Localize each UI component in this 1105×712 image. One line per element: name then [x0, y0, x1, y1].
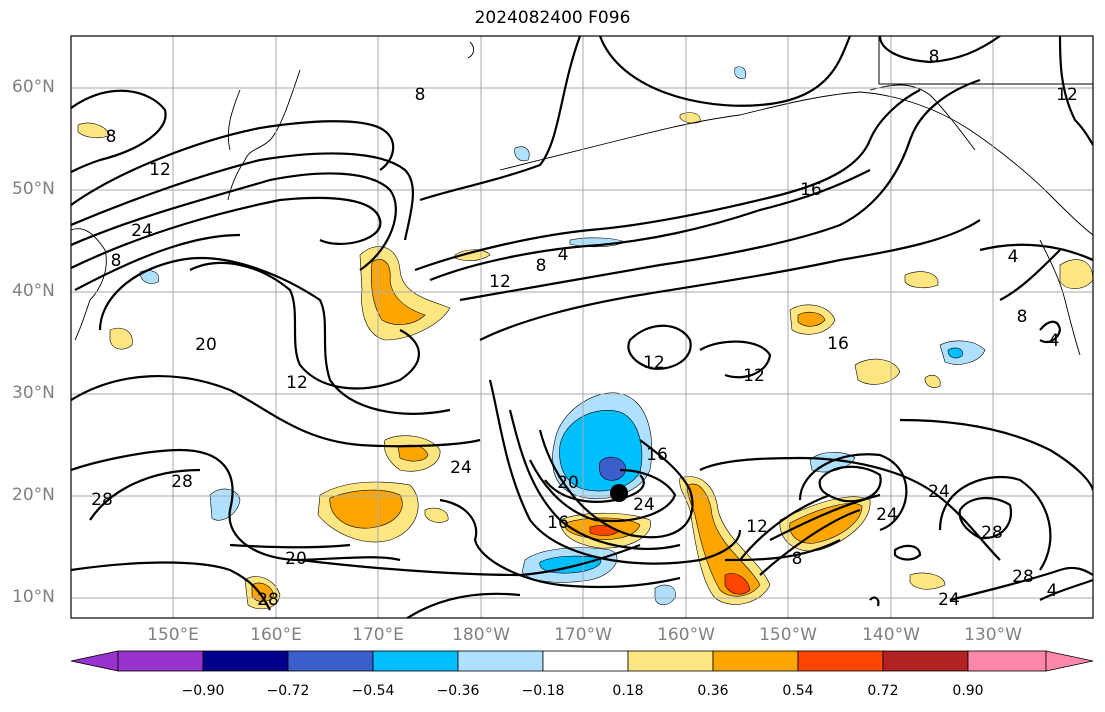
latitude-label: 40°N — [12, 281, 55, 301]
shaded-anomaly-areas — [77, 66, 1093, 610]
longitude-label: 140°W — [862, 625, 920, 645]
colorbar-tick-label: 0.54 — [782, 683, 814, 699]
longitude-label: 180°W — [452, 625, 510, 645]
longitude-label: 170°W — [554, 625, 612, 645]
latitude-label: 10°N — [12, 587, 55, 607]
contour-label: 28 — [257, 590, 279, 610]
contour-label: 12 — [489, 272, 511, 292]
longitude-label: 160°W — [657, 625, 715, 645]
coastlines — [71, 41, 1093, 356]
colorbar-segment — [542, 650, 629, 672]
contour-label: 24 — [876, 505, 898, 525]
colorbar-tick-label: 0.72 — [867, 683, 899, 699]
contour-label: 8 — [929, 47, 940, 67]
contour-label: 8 — [792, 549, 803, 569]
contour-label: 16 — [800, 180, 822, 200]
map-frame — [70, 35, 1094, 619]
contour-label: 24 — [928, 482, 950, 502]
colorbar-segment — [457, 650, 544, 672]
colorbar-segment — [882, 650, 969, 672]
contour-label: 12 — [1056, 85, 1078, 105]
longitude-label: 170°E — [352, 625, 404, 645]
contour-label: 16 — [827, 334, 849, 354]
latitude-label: 30°N — [12, 383, 55, 403]
contour-label: 8 — [106, 127, 117, 147]
contour-lines — [71, 36, 1093, 618]
colorbar-segment — [627, 650, 714, 672]
contour-label: 8 — [111, 251, 122, 271]
longitude-label: 150°W — [759, 625, 817, 645]
contour-label: 24 — [450, 458, 472, 478]
colorbar-tick-label: −0.36 — [436, 683, 480, 699]
colorbar-segment — [967, 650, 1047, 672]
colorbar — [70, 650, 1094, 672]
contour-label: 8 — [1017, 307, 1028, 327]
contour-label: 4 — [1047, 581, 1058, 601]
graticule — [71, 36, 1093, 618]
contour-label: 20 — [195, 335, 217, 355]
contour-label: 24 — [633, 495, 655, 515]
contour-label: 28 — [981, 523, 1003, 543]
colorbar-tick-label: 0.90 — [952, 683, 984, 699]
colorbar-segment — [372, 650, 459, 672]
inset-frame — [878, 35, 1094, 85]
colorbar-upper-extend — [1045, 650, 1094, 672]
contour-label: 8 — [415, 85, 426, 105]
longitude-label: 150°E — [147, 625, 199, 645]
colorbar-tick-label: 0.18 — [612, 683, 644, 699]
colorbar-segment — [117, 650, 204, 672]
contour-label: 4 — [1008, 247, 1019, 267]
colorbar-tick-label: −0.72 — [266, 683, 310, 699]
contour-label: 28 — [171, 472, 193, 492]
contour-label: 4 — [1049, 331, 1060, 351]
contour-label: 16 — [547, 513, 569, 533]
colorbar-tick-label: 0.36 — [697, 683, 729, 699]
longitude-label: 130°W — [964, 625, 1022, 645]
contour-label: 12 — [286, 373, 308, 393]
colorbar-segment — [797, 650, 884, 672]
colorbar-tick-label: −0.18 — [521, 683, 565, 699]
contour-label: 16 — [646, 445, 668, 465]
contour-label: 24 — [131, 221, 153, 241]
latitude-label: 20°N — [12, 485, 55, 505]
contour-label: 28 — [91, 490, 113, 510]
map-title: 2024082400 F096 — [474, 8, 631, 28]
colorbar-lower-extend — [70, 650, 119, 672]
colorbar-segment — [202, 650, 289, 672]
longitude-label: 160°E — [250, 625, 302, 645]
contour-label: 12 — [743, 366, 765, 386]
contour-label: 20 — [285, 549, 307, 569]
contour-label-group: 8 8 12 24 8 4 8 12 16 8 4 8 4 20 12 12 1… — [91, 47, 1078, 610]
colorbar-tick-label: −0.90 — [181, 683, 225, 699]
colorbar-segment — [712, 650, 799, 672]
contour-label: 20 — [557, 473, 579, 493]
contour-label: 24 — [938, 590, 960, 610]
latitude-label: 60°N — [12, 77, 55, 97]
colorbar-tick-label: −0.54 — [351, 683, 395, 699]
storm-center-marker — [610, 484, 628, 502]
latitude-label: 50°N — [12, 179, 55, 199]
contour-label: 28 — [1012, 567, 1034, 587]
contour-label: 12 — [746, 517, 768, 537]
contour-label: 12 — [149, 160, 171, 180]
contour-label: 12 — [643, 353, 665, 373]
contour-label: 8 — [536, 256, 547, 276]
contour-label: 4 — [558, 245, 569, 265]
colorbar-segment — [287, 650, 374, 672]
